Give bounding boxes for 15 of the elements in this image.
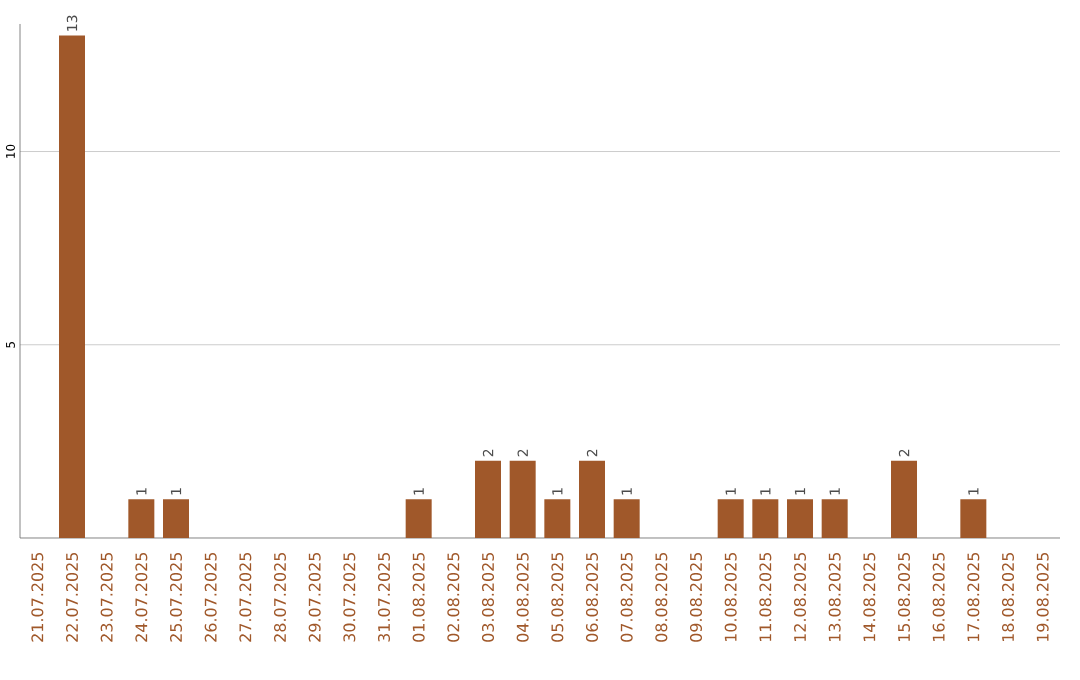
bar [891,460,918,538]
bar [821,499,848,538]
bar [509,460,536,538]
bar [405,499,432,538]
bar [59,35,85,538]
bar [752,499,779,538]
bar [475,460,501,538]
bar [579,460,605,538]
bar [128,499,155,538]
bar [544,499,571,538]
bar [960,499,987,538]
bar [613,499,640,538]
bar [163,499,189,538]
bar [717,499,744,538]
bar [787,499,814,538]
